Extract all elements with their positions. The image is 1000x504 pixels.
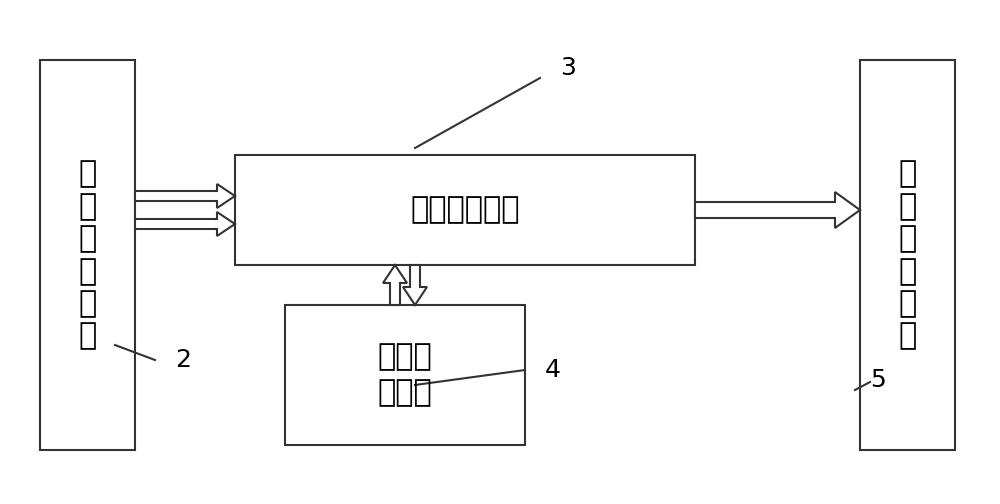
Text: 3: 3 xyxy=(560,56,576,80)
Text: 4: 4 xyxy=(545,358,561,382)
Polygon shape xyxy=(403,265,427,305)
Text: 数据存
储模块: 数据存 储模块 xyxy=(378,343,432,407)
Bar xyxy=(860,60,955,450)
Polygon shape xyxy=(383,265,407,305)
Text: 2: 2 xyxy=(175,348,191,372)
Text: 5: 5 xyxy=(870,368,886,392)
Bar xyxy=(40,60,135,450)
Polygon shape xyxy=(135,212,235,236)
Text: 数
据
发
送
模
块: 数 据 发 送 模 块 xyxy=(898,159,917,351)
Polygon shape xyxy=(135,184,235,208)
Bar xyxy=(285,305,525,445)
Polygon shape xyxy=(695,192,860,228)
Text: 数据处理模块: 数据处理模块 xyxy=(410,196,520,224)
Text: 数
据
采
集
模
块: 数 据 采 集 模 块 xyxy=(78,159,97,351)
Bar xyxy=(235,155,695,265)
